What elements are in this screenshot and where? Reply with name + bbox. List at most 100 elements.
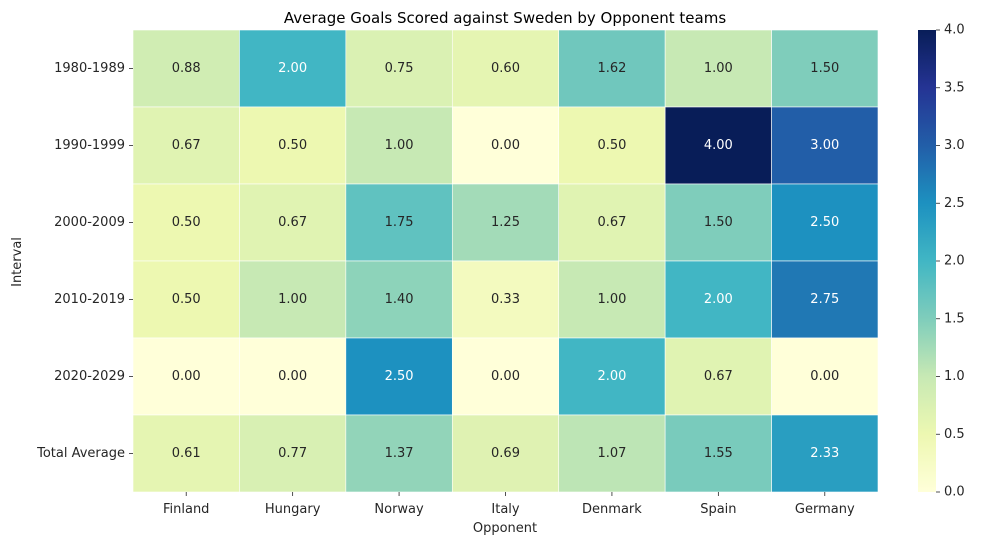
heatmap-cell-2000-2009-norway <box>345 183 453 262</box>
heatmap-cell-2010-2019-hungary <box>239 260 347 339</box>
cell-value-label: 2.33 <box>810 446 839 461</box>
cell-value-label: 0.50 <box>278 138 307 153</box>
colorbar-tick-label: 2.0 <box>944 254 965 269</box>
colorbar-tick-label: 1.0 <box>944 369 965 384</box>
cell-value-label: 2.00 <box>704 292 733 307</box>
colorbar-gradient <box>918 30 936 492</box>
heatmap-cell-2010-2019-finland <box>132 260 240 339</box>
x-tick-label-denmark: Denmark <box>582 502 642 517</box>
cell-value-label: 2.00 <box>597 369 626 384</box>
cell-value-label: 0.00 <box>810 369 839 384</box>
cell-value-label: 0.60 <box>491 61 520 76</box>
colorbar: 0.0 0.5 1.0 1.5 2.0 2.5 3.0 3.5 4.0 <box>918 23 965 500</box>
x-tick-label-hungary: Hungary <box>265 502 321 517</box>
heatmap-cell-1990-1999-germany <box>771 106 879 185</box>
heatmap-cell-2000-2009-italy <box>451 183 560 262</box>
cell-value-label: 1.00 <box>278 292 307 307</box>
heatmap-cell-1980-1989-italy <box>451 29 560 108</box>
cell-value-label: 1.50 <box>810 61 839 76</box>
heatmap-cells <box>132 29 879 493</box>
cell-value-label: 1.55 <box>704 446 733 461</box>
cell-value-label: 0.00 <box>491 369 520 384</box>
cell-value-label: 0.77 <box>278 446 307 461</box>
heatmap-cell-1980-1989-hungary <box>239 29 347 108</box>
cell-value-label: 0.00 <box>278 369 307 384</box>
y-tick-label-total-average: Total Average <box>36 446 125 461</box>
heatmap-cell-1990-1999-norway <box>345 106 453 185</box>
cell-value-label: 0.00 <box>491 138 520 153</box>
heatmap-cell-2010-2019-italy <box>451 260 560 339</box>
cell-value-label: 0.67 <box>278 215 307 230</box>
heatmap-cell-total-average-denmark <box>558 414 666 493</box>
y-tick-label-2000-2009: 2000-2009 <box>54 215 125 230</box>
cell-value-label: 4.00 <box>704 138 733 153</box>
cell-value-label: 0.88 <box>172 61 201 76</box>
cell-value-label: 1.07 <box>597 446 626 461</box>
heatmap-cell-1980-1989-germany <box>771 29 879 108</box>
colorbar-tick-label: 3.0 <box>944 138 965 153</box>
colorbar-tick-label: 2.5 <box>944 196 965 211</box>
cell-value-label: 2.50 <box>385 369 414 384</box>
colorbar-tick-label: 0.0 <box>944 485 965 500</box>
colorbar-tick-label: 1.5 <box>944 311 965 326</box>
y-tick-label-1980-1989: 1980-1989 <box>54 61 125 76</box>
cell-value-label: 1.00 <box>597 292 626 307</box>
y-tick-label-1990-1999: 1990-1999 <box>54 138 125 153</box>
cell-value-label: 0.69 <box>491 446 520 461</box>
cell-value-label: 2.00 <box>278 61 307 76</box>
cell-value-label: 2.75 <box>810 292 839 307</box>
heatmap-cell-total-average-italy <box>451 414 560 493</box>
cell-value-label: 1.62 <box>597 61 626 76</box>
y-axis-ticks: 1980-1989 1990-1999 2000-2009 2010-2019 2020… <box>36 61 133 461</box>
heatmap-cell-2000-2009-hungary <box>239 183 347 262</box>
cell-value-label: 0.61 <box>172 446 201 461</box>
heatmap-cell-labels: 0.88 2.00 0.75 0.60 1.62 1.00 1.50 0.67 0.50 1.00… <box>172 61 840 461</box>
cell-value-label: 2.50 <box>810 215 839 230</box>
cell-value-label: 1.37 <box>385 446 414 461</box>
heatmap-cell-1980-1989-finland <box>132 29 240 108</box>
heatmap-cell-1990-1999-denmark <box>558 106 666 185</box>
y-axis-label: Interval <box>10 237 25 287</box>
y-tick-label-2010-2019: 2010-2019 <box>54 292 125 307</box>
colorbar-tick-label: 4.0 <box>944 23 965 38</box>
heatmap-cell-2010-2019-germany <box>771 260 879 339</box>
cell-value-label: 0.00 <box>172 369 201 384</box>
cell-value-label: 1.75 <box>385 215 414 230</box>
colorbar-tick-label: 3.5 <box>944 80 965 95</box>
heatmap-cell-2020-2029-finland <box>132 337 240 416</box>
heatmap-cell-2020-2029-germany <box>771 337 879 416</box>
cell-value-label: 0.67 <box>597 215 626 230</box>
cell-value-label: 0.50 <box>172 292 201 307</box>
cell-value-label: 0.67 <box>704 369 733 384</box>
chart-title: Average Goals Scored against Sweden by O… <box>284 9 726 27</box>
heatmap-cell-1990-1999-spain <box>664 106 772 185</box>
x-tick-label-finland: Finland <box>163 502 209 517</box>
cell-value-label: 0.67 <box>172 138 201 153</box>
cell-value-label: 0.50 <box>597 138 626 153</box>
heatmap-cell-2000-2009-denmark <box>558 183 666 262</box>
cell-value-label: 3.00 <box>810 138 839 153</box>
cell-value-label: 0.50 <box>172 215 201 230</box>
x-tick-label-spain: Spain <box>700 502 736 517</box>
x-axis-label: Opponent <box>473 521 537 536</box>
heatmap-cell-total-average-germany <box>771 414 879 493</box>
heatmap-cell-1980-1989-norway <box>345 29 453 108</box>
heatmap-cell-2000-2009-germany <box>771 183 879 262</box>
cell-value-label: 1.25 <box>491 215 520 230</box>
cell-value-label: 1.00 <box>704 61 733 76</box>
cell-value-label: 1.50 <box>704 215 733 230</box>
cell-value-label: 1.40 <box>385 292 414 307</box>
heatmap-cell-total-average-finland <box>132 414 240 493</box>
x-tick-label-italy: Italy <box>491 502 520 517</box>
heatmap-cell-total-average-hungary <box>239 414 347 493</box>
y-tick-label-2020-2029: 2020-2029 <box>54 369 125 384</box>
colorbar-tick-label: 0.5 <box>944 427 965 442</box>
cell-value-label: 0.75 <box>385 61 414 76</box>
cell-value-label: 1.00 <box>385 138 414 153</box>
heatmap-cell-1980-1989-spain <box>664 29 772 108</box>
heatmap-cell-1990-1999-finland <box>132 106 240 185</box>
x-tick-label-norway: Norway <box>374 502 424 517</box>
cell-value-label: 0.33 <box>491 292 520 307</box>
heatmap-cell-2010-2019-spain <box>664 260 772 339</box>
